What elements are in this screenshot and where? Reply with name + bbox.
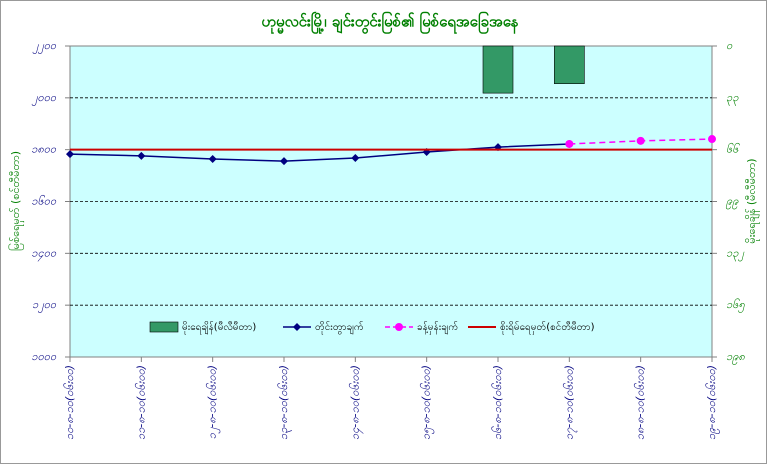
line — [69, 143, 570, 162]
y2-tick-label: ၉၉ — [725, 195, 739, 210]
y-tick-label: ၁၈၀၀ — [31, 143, 57, 156]
x-tick-label: ၁၆-၈-၁၀(၀၆း၀၀) — [491, 365, 504, 440]
y2-tick-label: ၁၆၅ — [726, 298, 745, 313]
point — [636, 136, 645, 145]
y2-tick-label: ၁၃၂ — [726, 246, 745, 261]
y2-tick-label: ၆၆ — [726, 143, 740, 156]
point — [137, 151, 146, 160]
point — [280, 157, 288, 166]
legend-label: စိုးရိမ်ရေမှတ်(စင်တီမီတာ) — [500, 320, 595, 335]
y-tick-label: ၁၄၀၀ — [31, 246, 57, 261]
y-tick-label: ၁၀၀၀ — [31, 350, 57, 363]
x-tick-label: ၁၀-၈-၁၀(၀၆း၀၀) — [63, 365, 76, 440]
bar — [554, 45, 585, 84]
y2-tick-label: ၁၉၈ — [726, 350, 745, 365]
x-tick-label: ၁၄-၈-၁၀(၀၆း၀၀) — [348, 365, 363, 440]
point — [565, 139, 574, 148]
y-axis-label: မြစ်ရေမှတ် (စင်တီမီတာ) — [8, 151, 24, 251]
legend-label: မိုးရေချိန်(မီလီမီတာ) — [182, 320, 256, 335]
x-tick-label: ၁၇-၈-၁၀(၀၆း၀၀) — [562, 365, 577, 440]
legend-label: တိုင်းတွာချက် — [315, 320, 364, 335]
y2-axis-label: မိုးရေချိန် (မီလီမီတာ) — [745, 158, 760, 243]
point — [208, 154, 217, 163]
x-tick-label: ၁၃-၈-၁၀(၀၆း၀၀) — [277, 365, 292, 440]
x-tick-label: ၁၁-၈-၁၀(၀၆း၀၀) — [134, 365, 147, 440]
point — [351, 153, 360, 162]
y-tick-label: ၁၆၀၀ — [31, 195, 57, 208]
y-tick-label: ၂၂၀၀ — [32, 39, 57, 54]
x-tick-label: ၁၅-၈-၁၀(၀၆း၀၀) — [420, 365, 435, 440]
y-tick-label: ၁၂၀၀ — [32, 298, 57, 313]
legend-label: ခန့်မှန်းချက် — [417, 320, 458, 335]
x-tick-label: ၁၈-၈-၁၀(၀၆း၀၀) — [634, 365, 647, 440]
y2-tick-label: ၀ — [726, 39, 733, 52]
y-tick-label: ၂၀၀၀ — [31, 91, 57, 106]
x-tick-label: ၁၂-၈-၁၀(၀၆း၀၀) — [206, 365, 221, 439]
point — [708, 135, 716, 144]
bar — [482, 45, 514, 94]
x-tick-label: ၁၉-၈-၁၀(၀၆း၀၀) — [705, 365, 720, 440]
legend-marker — [293, 323, 301, 331]
legend-marker — [395, 323, 403, 331]
point — [66, 150, 74, 159]
legend-swatch — [149, 321, 179, 333]
y2-tick-label: ၃၃ — [726, 91, 739, 106]
